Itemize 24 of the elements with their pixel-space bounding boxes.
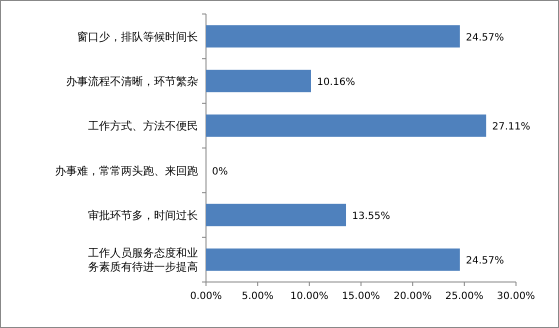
data-label: 0% (212, 166, 228, 178)
y-tick-label: 窗口少，排队等候时间长 (77, 30, 198, 44)
y-tick-label: 办事流程不清晰，环节繁杂 (66, 75, 198, 88)
data-label: 10.16% (316, 77, 356, 88)
y-tick-label: 审批环节多，时间过长 (88, 209, 198, 222)
x-tick-label: 25.00% (445, 291, 484, 302)
bar (206, 70, 311, 92)
x-tick-label: 30.00% (496, 291, 536, 302)
bar (206, 114, 486, 137)
data-label: 24.57% (466, 256, 504, 267)
x-tick-label: 5.00% (242, 291, 274, 302)
x-tick-label: 20.00% (394, 291, 432, 302)
data-label: 24.57% (466, 32, 504, 44)
data-label: 27.11% (492, 122, 530, 133)
y-tick-label: 工作方式、方法不便民 (88, 120, 198, 133)
x-tick-label: 10.00% (290, 291, 328, 302)
bar (206, 248, 460, 271)
x-tick-label: 0.00% (190, 291, 222, 302)
data-label: 13.55% (352, 211, 390, 222)
bar (206, 204, 346, 226)
x-tick-label: 15.00% (342, 291, 380, 302)
y-tick-label: 办事难，常常两头跑、来回跑 (55, 164, 198, 178)
y-tick-label: 工作人员服务态度和业务素质有待进一步提高 (88, 246, 198, 274)
bar (206, 25, 460, 48)
